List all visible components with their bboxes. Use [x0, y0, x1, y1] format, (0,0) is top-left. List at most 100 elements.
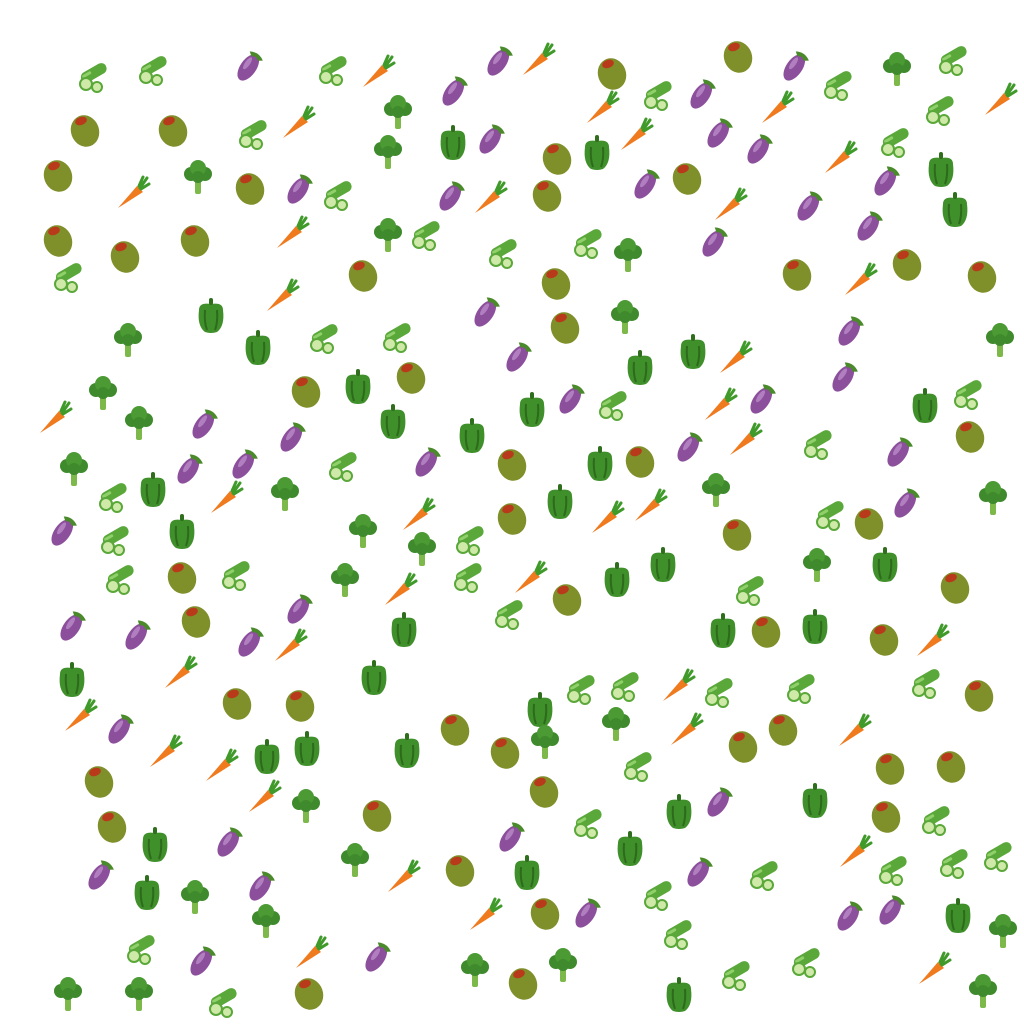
cucumber-icon — [875, 848, 915, 888]
eggplant-icon — [101, 708, 141, 748]
green-pepper-icon — [795, 781, 835, 821]
cucumber-icon — [123, 927, 163, 967]
olive-icon — [153, 110, 193, 150]
carrot-icon — [835, 832, 875, 872]
green-pepper-icon — [512, 390, 552, 430]
olive-icon — [537, 138, 577, 178]
carrot-icon — [244, 777, 284, 817]
cucumber-icon — [315, 48, 355, 88]
green-pepper-icon — [287, 729, 327, 769]
eggplant-icon — [743, 378, 783, 418]
olive-icon — [289, 973, 329, 1013]
olive-icon — [286, 371, 326, 411]
carrot-icon — [383, 857, 423, 897]
broccoli-icon — [119, 975, 159, 1015]
eggplant-icon — [492, 816, 532, 856]
olive-icon — [230, 168, 270, 208]
green-pepper-icon — [703, 611, 743, 651]
green-pepper-icon — [620, 348, 660, 388]
green-pepper-icon — [373, 402, 413, 442]
cucumber-icon — [877, 120, 917, 160]
broccoli-icon — [596, 705, 636, 745]
eggplant-icon — [408, 441, 448, 481]
eggplant-icon — [53, 605, 93, 645]
broccoli-icon — [543, 946, 583, 986]
cucumber-icon — [980, 834, 1020, 874]
olive-icon — [870, 748, 910, 788]
broccoli-icon — [525, 723, 565, 763]
broccoli-icon — [175, 878, 215, 918]
eggplant-icon — [670, 426, 710, 466]
broccoli-icon — [980, 321, 1020, 361]
cucumber-icon — [595, 383, 635, 423]
olive-icon — [105, 236, 145, 276]
eggplant-icon — [695, 221, 735, 261]
broccoli-icon — [877, 50, 917, 90]
green-pepper-icon — [540, 482, 580, 522]
cucumber-icon — [788, 940, 828, 980]
eggplant-icon — [231, 621, 271, 661]
carrot-icon — [113, 173, 153, 213]
green-pepper-icon — [387, 731, 427, 771]
broccoli-icon — [973, 479, 1013, 519]
olive-icon — [485, 732, 525, 772]
olive-icon — [746, 611, 786, 651]
cucumber-icon — [935, 38, 975, 78]
green-pepper-icon — [795, 607, 835, 647]
olive-icon — [717, 514, 757, 554]
green-pepper-icon — [577, 133, 617, 173]
eggplant-icon — [776, 45, 816, 85]
olive-icon — [864, 619, 904, 659]
olive-icon — [492, 498, 532, 538]
cucumber-icon — [95, 475, 135, 515]
olive-icon — [959, 675, 999, 715]
cucumber-icon — [135, 48, 175, 88]
broccoli-icon — [797, 546, 837, 586]
carrot-icon — [912, 621, 952, 661]
carrot-icon — [518, 40, 558, 80]
cucumber-icon — [718, 953, 758, 993]
olive-icon — [175, 220, 215, 260]
broccoli-icon — [108, 321, 148, 361]
cucumber-icon — [918, 798, 958, 838]
olive-icon — [503, 963, 543, 1003]
cucumber-icon — [408, 213, 448, 253]
carrot-icon — [587, 498, 627, 538]
eggplant-icon — [740, 128, 780, 168]
cucumber-icon — [701, 670, 741, 710]
olive-icon — [525, 893, 565, 933]
eggplant-icon — [680, 851, 720, 891]
olive-icon — [935, 567, 975, 607]
carrot-icon — [262, 276, 302, 316]
cucumber-icon — [75, 55, 115, 95]
cucumber-icon — [812, 493, 852, 533]
green-pepper-icon — [905, 386, 945, 426]
green-pepper-icon — [659, 975, 699, 1015]
broccoli-icon — [325, 561, 365, 601]
green-pepper-icon — [133, 470, 173, 510]
green-pepper-icon — [520, 690, 560, 730]
eggplant-icon — [44, 510, 84, 550]
green-pepper-icon — [938, 896, 978, 936]
olive-icon — [547, 579, 587, 619]
carrot-icon — [757, 88, 797, 128]
olive-icon — [176, 601, 216, 641]
cucumber-icon — [732, 568, 772, 608]
eggplant-icon — [210, 821, 250, 861]
cucumber-icon — [950, 372, 990, 412]
eggplant-icon — [170, 448, 210, 488]
green-pepper-icon — [191, 296, 231, 336]
eggplant-icon — [880, 431, 920, 471]
eggplant-icon — [872, 889, 912, 929]
carrot-icon — [145, 732, 185, 772]
eggplant-icon — [552, 378, 592, 418]
green-pepper-icon — [935, 190, 975, 230]
olive-icon — [849, 503, 889, 543]
broccoli-icon — [335, 841, 375, 881]
broccoli-icon — [983, 912, 1023, 952]
carrot-icon — [710, 185, 750, 225]
broccoli-icon — [963, 972, 1003, 1012]
eggplant-icon — [358, 936, 398, 976]
broccoli-icon — [368, 216, 408, 256]
